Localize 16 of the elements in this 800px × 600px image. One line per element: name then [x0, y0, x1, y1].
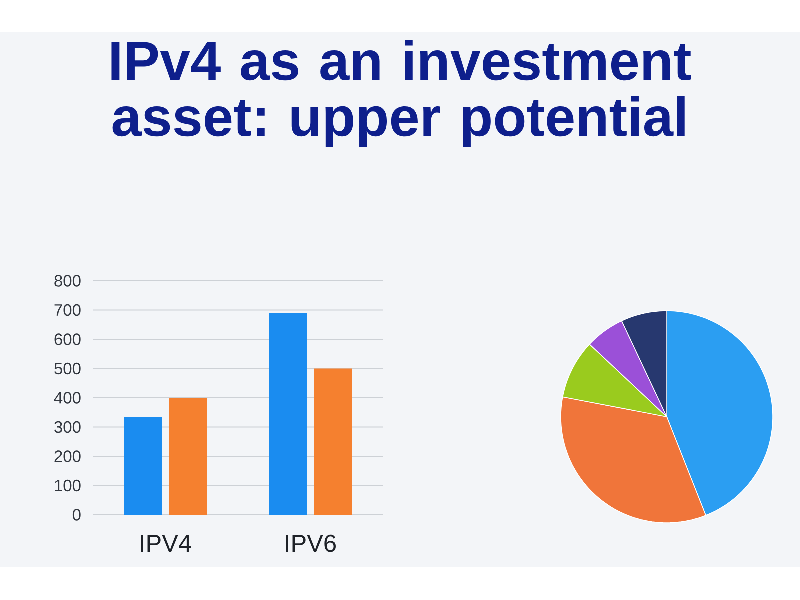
y-tick-label: 800	[54, 275, 81, 287]
bar	[124, 417, 162, 515]
bar	[269, 313, 308, 515]
y-tick-label: 100	[55, 480, 81, 492]
x-tick-label: IPV4	[141, 535, 192, 552]
y-tick-label: 300	[54, 421, 81, 434]
y-tick-label: 600	[54, 334, 81, 346]
y-tick-label: 400	[54, 392, 81, 404]
y-tick-label: 0	[72, 509, 81, 521]
bar	[169, 398, 208, 515]
chart-title: IPv4 as an investment asset: upper potential	[112, 40, 692, 148]
y-tick-label: 700	[54, 304, 81, 316]
bar	[314, 368, 352, 515]
y-tick-label: 200	[54, 450, 81, 462]
x-tick-label: IPV6	[286, 534, 336, 552]
y-tick-label: 500	[54, 362, 81, 375]
